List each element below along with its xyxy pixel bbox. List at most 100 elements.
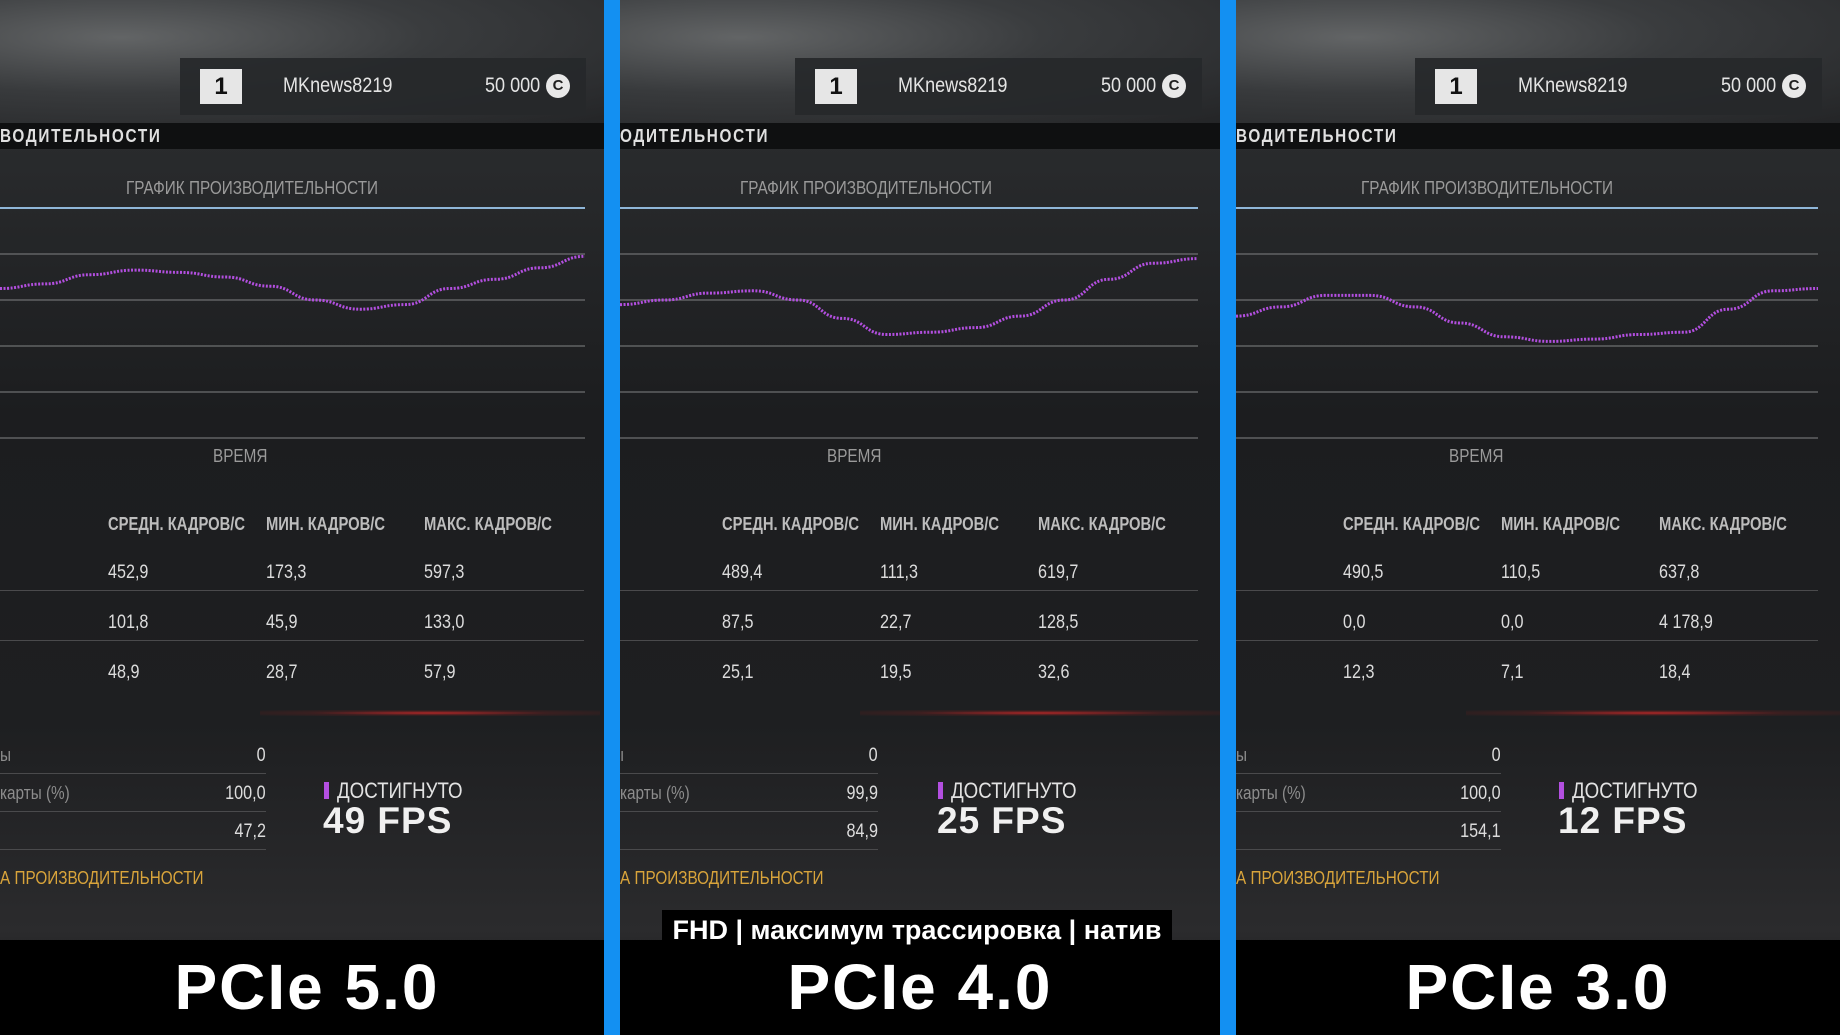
row3-min: 19,5	[880, 662, 912, 683]
stat-divider	[620, 849, 878, 850]
user-bar: 1 MKnews8219 50 000 C	[1415, 58, 1822, 115]
currency-icon: C	[546, 74, 570, 98]
row1-avg: 490,5	[1343, 562, 1384, 583]
stat-divider	[0, 811, 266, 812]
achieved-fps: 12 FPS	[1558, 800, 1688, 841]
row1-max: 637,8	[1659, 562, 1700, 583]
settings-subtitle: FHD | максимум трассировка | натив	[662, 910, 1172, 950]
performance-link[interactable]: А ПРОИЗВОДИТЕЛЬНОСТИ	[1236, 868, 1440, 888]
stat-value-2: 100,0	[225, 783, 266, 804]
row2-avg: 0,0	[1343, 612, 1366, 633]
col-header-max: МАКС. КАДРОВ/С	[1038, 514, 1166, 534]
money-amount: 50 000	[1720, 74, 1776, 97]
achieved-marker	[938, 782, 943, 799]
row1-max: 619,7	[1038, 562, 1079, 583]
stat-label-1: ы	[1236, 745, 1247, 765]
username: MKnews8219	[898, 74, 1008, 97]
achieved-label: ДОСТИГНУТО	[337, 778, 463, 803]
rank-badge: 1	[200, 69, 242, 104]
user-bar: 1 MKnews8219 50 000 C	[795, 58, 1202, 115]
caption-bar	[1236, 940, 1840, 1035]
row-divider	[620, 640, 1198, 641]
graph-title: ГРАФИК ПРОИЗВОДИТЕЛЬНОСТИ	[1361, 178, 1614, 198]
stat-label-2: карты (%)	[0, 783, 70, 803]
col-header-min: МИН. КАДРОВ/С	[880, 514, 1000, 534]
row3-avg: 25,1	[722, 662, 754, 683]
stat-value-2: 100,0	[1460, 783, 1501, 804]
caption-bar	[0, 940, 604, 1035]
row3-max: 32,6	[1038, 662, 1070, 683]
row2-min: 22,7	[880, 612, 912, 633]
achieved-marker	[324, 782, 329, 799]
row1-max: 597,3	[424, 562, 465, 583]
row3-min: 7,1	[1501, 662, 1524, 683]
panel-divider	[1220, 0, 1236, 1035]
stat-divider	[1236, 811, 1501, 812]
graph-xlabel: ВРЕМЯ	[213, 446, 268, 466]
currency-icon: C	[1162, 74, 1186, 98]
row2-max: 128,5	[1038, 612, 1079, 633]
stat-label-2: карты (%)	[1236, 783, 1306, 803]
performance-graph	[1236, 207, 1818, 439]
graph-xlabel: ВРЕМЯ	[1449, 446, 1504, 466]
caption-pcie5: PCIe 5.0	[174, 951, 440, 1023]
frametime-curve	[0, 254, 585, 311]
stat-divider	[0, 849, 266, 850]
caption-pcie3: PCIe 3.0	[1405, 951, 1671, 1023]
row-divider	[620, 590, 1198, 591]
stat-divider	[1236, 849, 1501, 850]
rank-badge: 1	[815, 69, 857, 104]
section-header: ВОДИТЕЛЬНОСТИ	[1236, 123, 1840, 149]
username: MKnews8219	[1518, 74, 1628, 97]
col-header-min: МИН. КАДРОВ/С	[1501, 514, 1621, 534]
col-header-max: МАКС. КАДРОВ/С	[1659, 514, 1787, 534]
stat-value-1: 0	[869, 745, 878, 766]
row2-avg: 101,8	[108, 612, 149, 633]
performance-link[interactable]: А ПРОИЗВОДИТЕЛЬНОСТИ	[620, 868, 824, 888]
row3-avg: 48,9	[108, 662, 140, 683]
accent-glow	[1466, 710, 1840, 716]
row-divider	[1236, 590, 1818, 591]
col-header-max: МАКС. КАДРОВ/С	[424, 514, 552, 534]
stat-label-2: карты (%)	[620, 783, 690, 803]
graph-title: ГРАФИК ПРОИЗВОДИТЕЛЬНОСТИ	[740, 178, 993, 198]
benchmark-panel-pcie4: 1 MKnews8219 50 000 C ОДИТЕЛЬНОСТИ ГРАФИ…	[620, 0, 1220, 1035]
row3-max: 18,4	[1659, 662, 1691, 683]
section-title: ВОДИТЕЛЬНОСТИ	[1236, 126, 1398, 146]
frametime-curve	[1236, 287, 1818, 343]
achieved-marker	[1559, 782, 1564, 799]
row3-max: 57,9	[424, 662, 456, 683]
row1-min: 111,3	[880, 562, 919, 583]
row-divider	[1236, 640, 1818, 641]
section-header: ВОДИТЕЛЬНОСТИ	[0, 123, 604, 149]
col-header-avg: СРЕДН. КАДРОВ/С	[1343, 514, 1481, 534]
stat-value-3: 84,9	[846, 821, 878, 842]
panel-divider	[604, 0, 620, 1035]
row2-min: 45,9	[266, 612, 298, 633]
row-divider	[0, 640, 584, 641]
section-header: ОДИТЕЛЬНОСТИ	[620, 123, 1220, 149]
stat-label-1: ы	[0, 745, 11, 765]
col-header-avg: СРЕДН. КАДРОВ/С	[722, 514, 860, 534]
performance-graph	[620, 207, 1198, 439]
caption-pcie4: PCIe 4.0	[787, 951, 1053, 1023]
achieved-label: ДОСТИГНУТО	[1572, 778, 1698, 803]
accent-glow	[860, 710, 1220, 716]
stat-divider	[620, 811, 878, 812]
section-title: ВОДИТЕЛЬНОСТИ	[0, 126, 162, 146]
benchmark-panel-pcie3: 1 MKnews8219 50 000 C ВОДИТЕЛЬНОСТИ ГРАФ…	[1236, 0, 1840, 1035]
performance-link[interactable]: А ПРОИЗВОДИТЕЛЬНОСТИ	[0, 868, 204, 888]
benchmark-panel-pcie5: 1 MKnews8219 50 000 C ВОДИТЕЛЬНОСТИ ГРАФ…	[0, 0, 604, 1035]
money-amount: 50 000	[1100, 74, 1156, 97]
rank-badge: 1	[1435, 69, 1477, 104]
stat-value-1: 0	[1492, 745, 1501, 766]
section-title: ОДИТЕЛЬНОСТИ	[620, 126, 770, 146]
graph-title: ГРАФИК ПРОИЗВОДИТЕЛЬНОСТИ	[126, 178, 379, 198]
row2-max: 4 178,9	[1659, 612, 1713, 633]
stat-value-3: 154,1	[1460, 821, 1501, 842]
row1-avg: 489,4	[722, 562, 763, 583]
row3-avg: 12,3	[1343, 662, 1375, 683]
stat-divider	[0, 773, 266, 774]
row2-min: 0,0	[1501, 612, 1524, 633]
col-header-avg: СРЕДН. КАДРОВ/С	[108, 514, 246, 534]
